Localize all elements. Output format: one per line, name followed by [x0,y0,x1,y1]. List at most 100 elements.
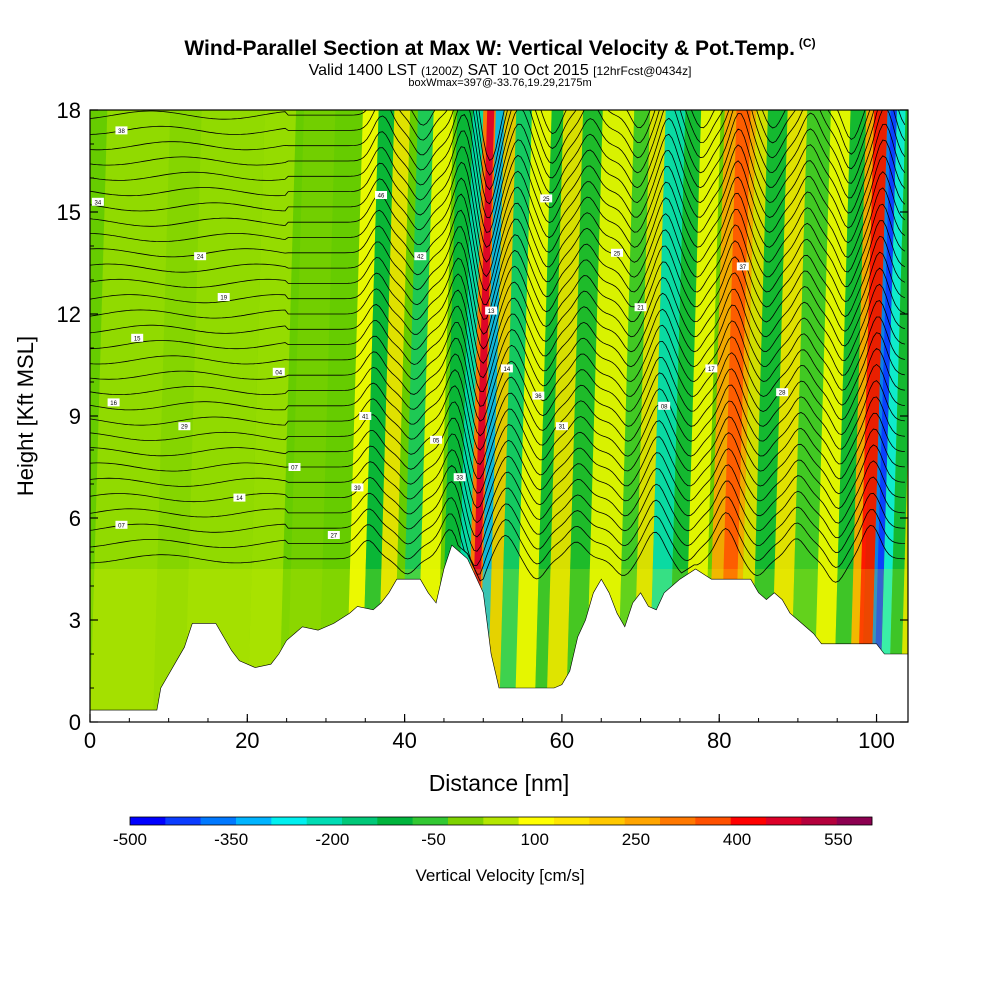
colorbar-swatch [695,817,731,825]
contour-label: 36 [535,394,542,400]
contour-label: 31 [559,425,566,431]
contour-label: 08 [661,404,668,410]
contour-label-box [131,333,144,342]
colorbar-tick-label: -50 [421,830,446,849]
terrain-mask [90,544,908,722]
contour-label-box [634,303,647,312]
contour-label-box [178,422,191,431]
y-tick-label: 15 [57,200,81,225]
velocity-band [668,110,702,722]
y-tick-label: 0 [69,710,81,735]
x-axis: 0 20 40 60 80 100 [84,714,895,753]
velocity-band [469,110,495,722]
contour-label-box [327,531,340,539]
colorbar-swatch [730,817,767,825]
theta-contour [90,380,905,465]
theta-contour [90,509,905,575]
theta-contour [90,110,871,176]
colorbar-swatch [236,817,272,825]
velocity-band [286,110,336,722]
contour-label-box [500,364,513,373]
chart-title: Wind-Parallel Section at Max W: Vertical… [184,36,816,60]
contour-label: 41 [362,415,369,421]
theta-contour [90,444,905,524]
x-tick-label: 0 [84,728,96,753]
velocity-bands [90,110,908,722]
y-tick-label: 9 [69,404,81,429]
theta-contour [90,283,906,379]
theta-contour [90,460,905,538]
colorbar [129,816,873,826]
contour-label: 04 [275,370,282,376]
velocity-band [888,110,908,722]
velocity-band [770,110,808,722]
contour-label-box [351,483,364,492]
colorbar-frame [129,816,873,826]
velocity-band [632,110,666,722]
colorbar-swatch [624,817,661,825]
contour-label-box [272,367,285,376]
contour-label: 07 [291,466,298,472]
velocity-band [152,110,202,722]
theta-contour [90,524,905,583]
velocity-band [873,110,897,722]
velocity-band [377,110,411,722]
contour-label-box [485,306,498,315]
velocity-band [750,110,788,722]
x-tick-label: 40 [392,728,416,753]
contour-label-box [776,388,789,397]
velocity-band [546,110,584,722]
contour-label: 21 [637,306,644,312]
y-tick-label: 18 [57,98,81,123]
velocity-band [900,443,908,722]
theta-contour [90,155,906,263]
contour-label-box [555,422,568,431]
theta-contour [90,110,906,205]
contour-label: 19 [220,296,227,302]
contour-label-box [532,391,545,400]
theta-contour [90,363,905,451]
forecast-info: [12hrFcst@0434z] [593,64,692,78]
colorbar-tick-label: -500 [113,830,147,849]
contour-label: 39 [354,486,361,492]
x-tick-label: 80 [707,728,731,753]
contour-label: 13 [488,309,495,315]
y-tick-label: 3 [69,608,81,633]
contour-label: 34 [95,200,102,206]
contour-label-box [288,463,301,471]
theta-contour [90,267,906,364]
contour-label: 14 [236,496,243,502]
contour-label-box [705,364,718,373]
theta-contour [90,396,905,479]
contour-label-box [217,293,230,301]
contour-label: 28 [779,391,786,397]
colorbar-tick-label: 100 [521,830,549,849]
contour-label-box [359,412,372,420]
contour-label: 25 [614,251,621,257]
velocity-band [565,110,603,722]
contour-label: 25 [543,197,550,203]
colorbar-swatch [836,817,873,825]
contour-label-box [610,248,623,257]
colorbar-swatch [412,817,449,825]
theta-contour [90,203,906,306]
contour-label-box [375,191,388,199]
velocity-band [833,110,867,722]
theta-contour [90,110,906,219]
contour-label-box [736,262,749,271]
velocity-band [247,110,297,722]
theta-contours [90,110,906,583]
utc-time: (1200Z) [420,64,463,78]
y-tick-label: 6 [69,506,81,531]
contour-label: 15 [134,336,141,342]
theta-contour [90,235,906,335]
contour-label: 07 [118,523,125,529]
theta-contour [90,492,905,566]
colorbar-swatch [766,817,802,825]
velocity-band [361,110,395,722]
velocity-band [813,110,851,722]
theta-contour [90,123,906,233]
contour-label: 46 [378,194,385,200]
theta-contour-labels: 38 34 24 19 15 16 29 04 07 14 07 27 39 41 46 42 05 33 13 14… [91,126,789,540]
